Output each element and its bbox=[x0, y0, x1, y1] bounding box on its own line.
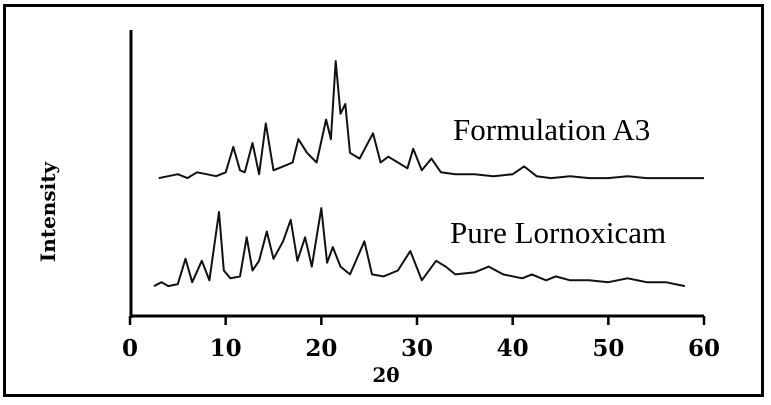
x-tick-label-50: 50 bbox=[592, 335, 624, 362]
x-tick-label-60: 60 bbox=[688, 335, 720, 362]
x-tick-label-10: 10 bbox=[210, 335, 242, 362]
x-tick-label-40: 40 bbox=[497, 335, 529, 362]
series-label-pure-lornoxicam: Pure Lornoxicam bbox=[450, 215, 666, 250]
plot-traces bbox=[153, 60, 704, 288]
series-label-formulation-a3: Formulation A3 bbox=[453, 112, 650, 147]
x-tick-label-0: 0 bbox=[122, 335, 138, 362]
series-line-1 bbox=[153, 207, 686, 288]
y-axis-title: Intensity bbox=[36, 161, 60, 262]
x-tick-label-30: 30 bbox=[401, 335, 433, 362]
x-axis-title: 2θ bbox=[372, 363, 399, 387]
x-axis-ticks bbox=[128, 316, 706, 325]
x-axis-tick-labels: 0 10 20 30 40 50 60 bbox=[122, 335, 720, 362]
x-tick-label-20: 20 bbox=[305, 335, 337, 362]
series-line-0 bbox=[158, 60, 704, 180]
